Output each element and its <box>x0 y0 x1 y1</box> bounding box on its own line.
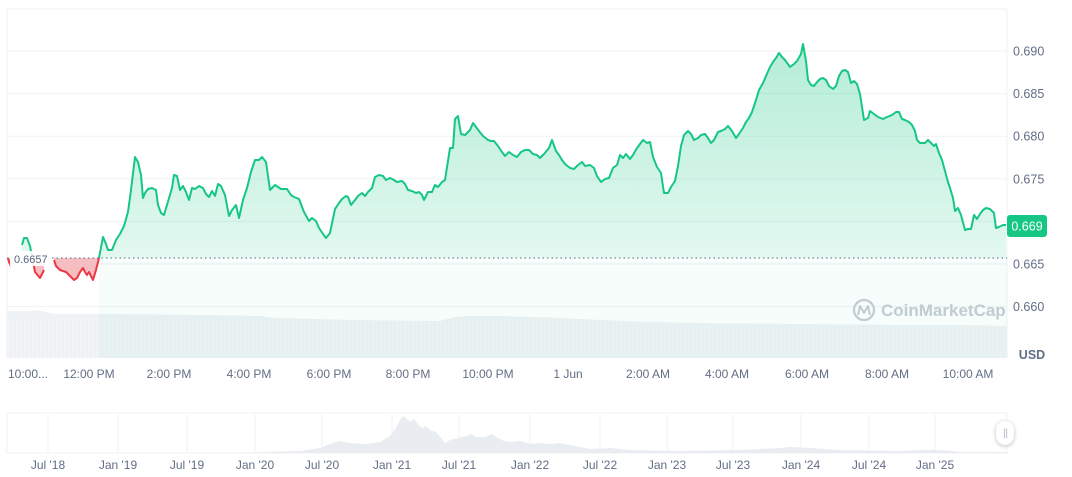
x-tick-label: 4:00 AM <box>705 367 749 381</box>
navigator-tick-label: Jan '25 <box>916 458 955 472</box>
y-tick-label: 0.665 <box>1013 258 1044 272</box>
navigator-tick-label: Jan '19 <box>99 458 138 472</box>
navigator-tick-label: Jan '24 <box>782 458 821 472</box>
plot-area: CoinMarketCap 0.6657 <box>6 8 1008 358</box>
x-tick-label: 2:00 AM <box>626 367 670 381</box>
baseline-label-bg <box>10 251 52 266</box>
current-price-badge: 0.669 <box>1007 215 1047 237</box>
navigator-tick-label: Jan '23 <box>648 458 687 472</box>
x-tick-label: 12:00 PM <box>63 367 114 381</box>
watermark-text: CoinMarketCap <box>881 301 1006 320</box>
navigator-tick-label: Jan '21 <box>373 458 412 472</box>
navigator-tick-label: Jul '18 <box>31 458 66 472</box>
x-tick-label: 4:00 PM <box>227 367 272 381</box>
navigator-tick-label: Jul '21 <box>442 458 477 472</box>
navigator-x-axis: Jul '18 Jan '19 Jul '19 Jan '20 Jul '20 Jan '… <box>31 458 955 472</box>
navigator-tick-label: Jul '20 <box>305 458 340 472</box>
y-tick-label: 0.685 <box>1013 87 1044 101</box>
current-price-label: 0.669 <box>1011 220 1042 234</box>
y-tick-label: 0.660 <box>1013 300 1044 314</box>
x-axis: 10:00... 12:00 PM 2:00 PM 4:00 PM 6:00 PM 8:0… <box>8 367 993 381</box>
baseline-label: 0.6657 <box>14 254 48 266</box>
x-tick-label: 2:00 PM <box>147 367 192 381</box>
price-line-up <box>8 43 1006 258</box>
y-axis: 0.690 0.685 0.680 0.675 0.665 0.660 <box>1013 45 1044 315</box>
navigator-drag-handle[interactable]: || <box>996 421 1014 445</box>
navigator-tick-label: Jan '22 <box>511 458 550 472</box>
navigator-tick-label: Jul '24 <box>852 458 887 472</box>
x-tick-label: 8:00 PM <box>386 367 431 381</box>
coinmarketcap-logo-icon <box>852 298 876 322</box>
area-fill-up <box>8 44 1006 258</box>
navigator-tick-label: Jul '23 <box>716 458 751 472</box>
x-tick-label: 8:00 AM <box>865 367 909 381</box>
currency-label: USD <box>1019 348 1045 362</box>
y-tick-label: 0.675 <box>1013 172 1044 186</box>
x-tick-label: 6:00 PM <box>307 367 352 381</box>
navigator-tick-label: Jan '20 <box>236 458 275 472</box>
navigator-area <box>7 416 1007 453</box>
range-navigator[interactable]: Jul '18 Jan '19 Jul '19 Jan '20 Jul '20 Jan '… <box>6 412 1008 472</box>
coinmarketcap-watermark: CoinMarketCap <box>852 298 1006 322</box>
x-tick-label: 10:00 AM <box>943 367 994 381</box>
grip-icon: || <box>1002 427 1009 439</box>
navigator-tick-label: Jul '22 <box>583 458 618 472</box>
y-tick-label: 0.680 <box>1013 130 1044 144</box>
navigator-tick-label: Jul '19 <box>170 458 205 472</box>
y-tick-label: 0.690 <box>1013 45 1044 59</box>
x-tick-label: 6:00 AM <box>785 367 829 381</box>
x-tick-label: 10:00... <box>8 367 48 381</box>
navigator-gridlines <box>47 414 936 452</box>
x-tick-label: 10:00 PM <box>462 367 513 381</box>
volume-bars <box>8 320 1006 358</box>
x-tick-label: 1 Jun <box>553 367 582 381</box>
